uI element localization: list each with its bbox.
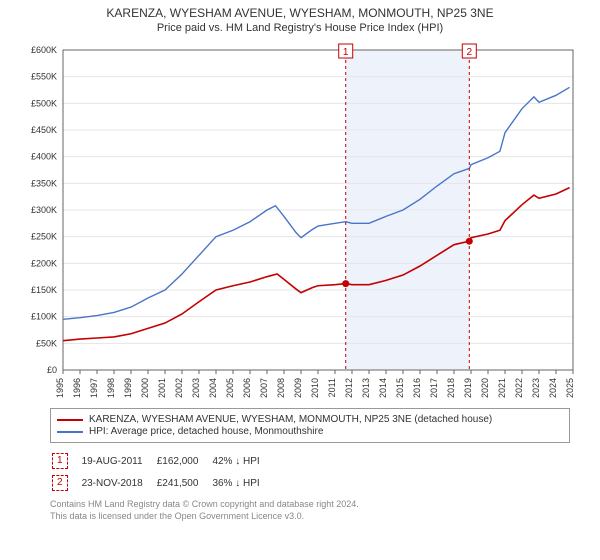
sales-table: 1 19-AUG-2011£162,00042% ↓ HPI 2 23-NOV-201… xyxy=(50,449,274,495)
svg-text:£450K: £450K xyxy=(31,125,57,135)
sale-price: £241,500 xyxy=(157,473,211,493)
svg-text:2003: 2003 xyxy=(191,378,201,398)
sale-num: 1 xyxy=(52,451,80,471)
sale-delta: 36% ↓ HPI xyxy=(212,473,271,493)
sale-num: 2 xyxy=(52,473,80,493)
svg-text:£250K: £250K xyxy=(31,232,57,242)
legend-label: KARENZA, WYESHAM AVENUE, WYESHAM, MONMOU… xyxy=(89,414,492,425)
svg-text:£350K: £350K xyxy=(31,178,57,188)
svg-text:£50K: £50K xyxy=(36,338,57,348)
svg-text:2024: 2024 xyxy=(548,378,558,398)
svg-text:2006: 2006 xyxy=(242,378,252,398)
svg-text:2004: 2004 xyxy=(208,378,218,398)
svg-text:1995: 1995 xyxy=(55,378,65,398)
svg-text:2009: 2009 xyxy=(293,378,303,398)
price-chart: £0 £50K £100K £150K £200K £250K £300K £350K £400… xyxy=(15,40,585,400)
svg-text:2018: 2018 xyxy=(446,378,456,398)
svg-text:£600K: £600K xyxy=(31,45,57,55)
svg-text:£300K: £300K xyxy=(31,205,57,215)
legend: KARENZA, WYESHAM AVENUE, WYESHAM, MONMOU… xyxy=(50,408,570,443)
legend-swatch xyxy=(57,431,83,433)
svg-text:1998: 1998 xyxy=(106,378,116,398)
svg-text:2007: 2007 xyxy=(259,378,269,398)
legend-swatch xyxy=(57,419,83,421)
svg-text:£0: £0 xyxy=(47,365,57,375)
table-row: 1 19-AUG-2011£162,00042% ↓ HPI xyxy=(52,451,272,471)
svg-text:£200K: £200K xyxy=(31,258,57,268)
sale-marker-icon: 1 xyxy=(52,453,68,469)
footer-attribution: Contains HM Land Registry data © Crown c… xyxy=(50,499,570,522)
footer-line: Contains HM Land Registry data © Crown c… xyxy=(50,499,570,511)
svg-text:2001: 2001 xyxy=(157,378,167,398)
sale-date: 23-NOV-2018 xyxy=(82,473,155,493)
svg-text:1996: 1996 xyxy=(72,378,82,398)
page-subtitle: Price paid vs. HM Land Registry's House … xyxy=(10,22,590,34)
svg-text:£100K: £100K xyxy=(31,312,57,322)
svg-text:2021: 2021 xyxy=(497,378,507,398)
svg-text:2002: 2002 xyxy=(174,378,184,398)
svg-text:2014: 2014 xyxy=(378,378,388,398)
sale-price: £162,000 xyxy=(157,451,211,471)
svg-text:2022: 2022 xyxy=(514,378,524,398)
svg-text:2000: 2000 xyxy=(140,378,150,398)
legend-label: HPI: Average price, detached house, Monm… xyxy=(89,426,323,437)
svg-text:£550K: £550K xyxy=(31,72,57,82)
svg-text:2012: 2012 xyxy=(344,378,354,398)
svg-text:2010: 2010 xyxy=(310,378,320,398)
svg-text:2019: 2019 xyxy=(463,378,473,398)
sale-date: 19-AUG-2011 xyxy=(82,451,155,471)
svg-text:1997: 1997 xyxy=(89,378,99,398)
page-title: KARENZA, WYESHAM AVENUE, WYESHAM, MONMOU… xyxy=(10,6,590,20)
svg-text:2023: 2023 xyxy=(531,378,541,398)
svg-text:2017: 2017 xyxy=(429,378,439,398)
svg-text:£500K: £500K xyxy=(31,98,57,108)
footer-line: This data is licensed under the Open Gov… xyxy=(50,511,570,523)
svg-text:£400K: £400K xyxy=(31,152,57,162)
svg-text:1: 1 xyxy=(343,47,349,58)
svg-text:1999: 1999 xyxy=(123,378,133,398)
svg-text:£150K: £150K xyxy=(31,285,57,295)
svg-text:2005: 2005 xyxy=(225,378,235,398)
svg-text:2020: 2020 xyxy=(480,378,490,398)
svg-text:2008: 2008 xyxy=(276,378,286,398)
svg-text:2015: 2015 xyxy=(395,378,405,398)
svg-text:2011: 2011 xyxy=(327,378,337,397)
table-row: 2 23-NOV-2018£241,50036% ↓ HPI xyxy=(52,473,272,493)
svg-text:2016: 2016 xyxy=(412,378,422,398)
legend-row: KARENZA, WYESHAM AVENUE, WYESHAM, MONMOU… xyxy=(57,414,563,425)
sale-delta: 42% ↓ HPI xyxy=(212,451,271,471)
svg-text:2013: 2013 xyxy=(361,378,371,398)
sale-marker-icon: 2 xyxy=(52,475,68,491)
legend-row: HPI: Average price, detached house, Monm… xyxy=(57,426,563,437)
svg-text:2: 2 xyxy=(467,47,473,58)
svg-text:2025: 2025 xyxy=(565,378,575,398)
